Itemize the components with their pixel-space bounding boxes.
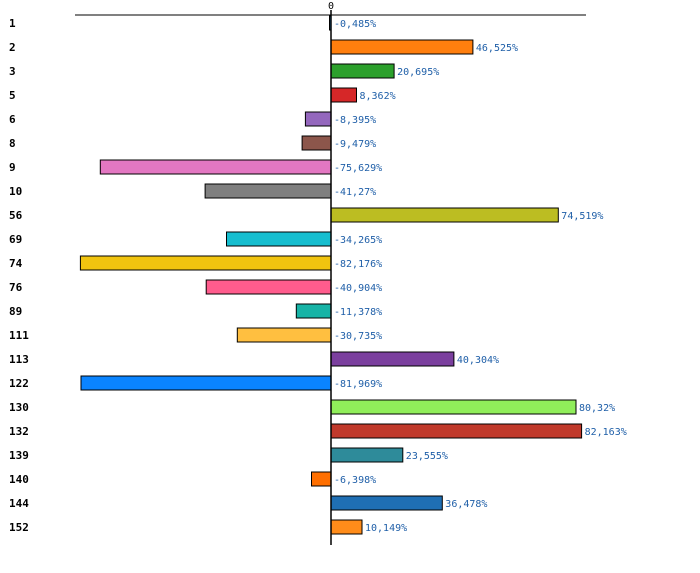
value-label-74: -82,176% [334, 259, 382, 270]
category-label-140: 140 [9, 473, 29, 486]
bar-56 [330, 207, 559, 223]
category-label-139: 139 [9, 449, 29, 462]
category-label-111: 111 [9, 329, 29, 342]
bar-8 [301, 135, 332, 151]
bar-89 [295, 303, 332, 319]
bar-9 [99, 159, 332, 175]
bar-5 [330, 87, 357, 103]
category-label-2: 2 [9, 41, 16, 54]
zero-tick-label: 0 [328, 1, 334, 12]
category-label-69: 69 [9, 233, 22, 246]
value-label-5: 8,362% [360, 91, 396, 102]
bar-113 [330, 351, 455, 367]
bar-152 [330, 519, 363, 535]
bar-111 [236, 327, 332, 343]
category-label-1: 1 [9, 17, 16, 30]
category-label-10: 10 [9, 185, 22, 198]
bar-3 [330, 63, 395, 79]
category-label-5: 5 [9, 89, 16, 102]
value-label-9: -75,629% [334, 163, 382, 174]
value-label-144: 36,478% [445, 499, 487, 510]
category-label-6: 6 [9, 113, 16, 126]
bar-2 [330, 39, 474, 55]
category-label-122: 122 [9, 377, 29, 390]
bar-74 [79, 255, 332, 271]
bar-139 [330, 447, 404, 463]
value-label-139: 23,555% [406, 451, 448, 462]
value-label-76: -40,904% [334, 283, 382, 294]
bar-10 [204, 183, 332, 199]
bar-144 [330, 495, 443, 511]
bar-132 [330, 423, 583, 439]
value-label-2: 46,525% [476, 43, 518, 54]
bar-76 [205, 279, 332, 295]
value-label-130: 80,32% [579, 403, 615, 414]
value-label-152: 10,149% [365, 523, 407, 534]
bar-69 [226, 231, 332, 247]
value-label-113: 40,304% [457, 355, 499, 366]
value-label-89: -11,378% [334, 307, 382, 318]
value-label-1: -0,485% [334, 19, 376, 30]
bar-6 [304, 111, 332, 127]
category-label-152: 152 [9, 521, 29, 534]
value-label-56: 74,519% [561, 211, 603, 222]
value-label-3: 20,695% [397, 67, 439, 78]
bars-group [79, 15, 583, 535]
category-label-8: 8 [9, 137, 16, 150]
value-label-140: -6,398% [334, 475, 376, 486]
value-label-10: -41,27% [334, 187, 376, 198]
value-label-6: -8,395% [334, 115, 376, 126]
category-label-76: 76 [9, 281, 23, 294]
category-labels-group: 1235689105669747689111113122130132139140… [9, 17, 29, 534]
category-label-144: 144 [9, 497, 29, 510]
category-label-9: 9 [9, 161, 16, 174]
category-label-74: 74 [9, 257, 23, 270]
bar-122 [80, 375, 332, 391]
value-label-69: -34,265% [334, 235, 382, 246]
value-label-122: -81,969% [334, 379, 382, 390]
category-label-113: 113 [9, 353, 29, 366]
bar-140 [311, 471, 332, 487]
category-label-132: 132 [9, 425, 29, 438]
category-label-56: 56 [9, 209, 23, 222]
value-label-8: -9,479% [334, 139, 376, 150]
category-label-130: 130 [9, 401, 29, 414]
value-label-132: 82,163% [585, 427, 627, 438]
value-labels-group: -0,485% 46,525% 20,695% 8,362% -8,395% -9,479… [334, 19, 627, 534]
bar-130 [330, 399, 577, 415]
value-label-111: -30,735% [334, 331, 382, 342]
category-label-3: 3 [9, 65, 16, 78]
category-label-89: 89 [9, 305, 22, 318]
